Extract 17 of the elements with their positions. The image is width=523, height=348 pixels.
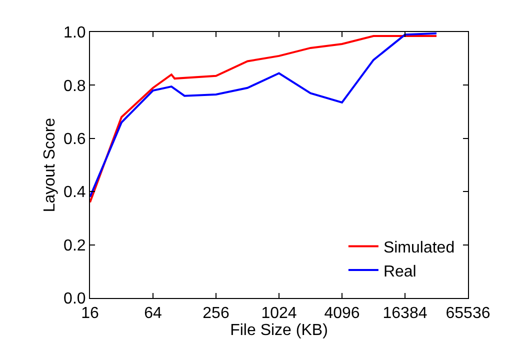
y-tick-label: 1.0	[64, 24, 86, 42]
x-tick-label: 4096	[324, 305, 360, 322]
x-tick-label: 64	[144, 305, 162, 322]
legend-label: Simulated	[383, 240, 455, 256]
x-tick-label: 65536	[446, 305, 490, 322]
x-axis-title: File Size (KB)	[230, 322, 328, 340]
y-tick-label: 0.0	[64, 290, 86, 308]
y-tick-label: 0.8	[64, 78, 86, 95]
y-tick-label: 0.2	[64, 237, 86, 254]
y-tick-label: 0.4	[64, 184, 86, 202]
y-tick-label: 0.6	[64, 131, 86, 148]
y-axis-title: Layout Score	[41, 118, 58, 212]
x-tick-label: 1024	[261, 305, 297, 322]
x-tick-label: 16	[81, 305, 99, 322]
legend-label: Real	[383, 263, 416, 280]
x-tick-label: 256	[202, 305, 230, 322]
x-tick-label: 16384	[382, 305, 428, 322]
